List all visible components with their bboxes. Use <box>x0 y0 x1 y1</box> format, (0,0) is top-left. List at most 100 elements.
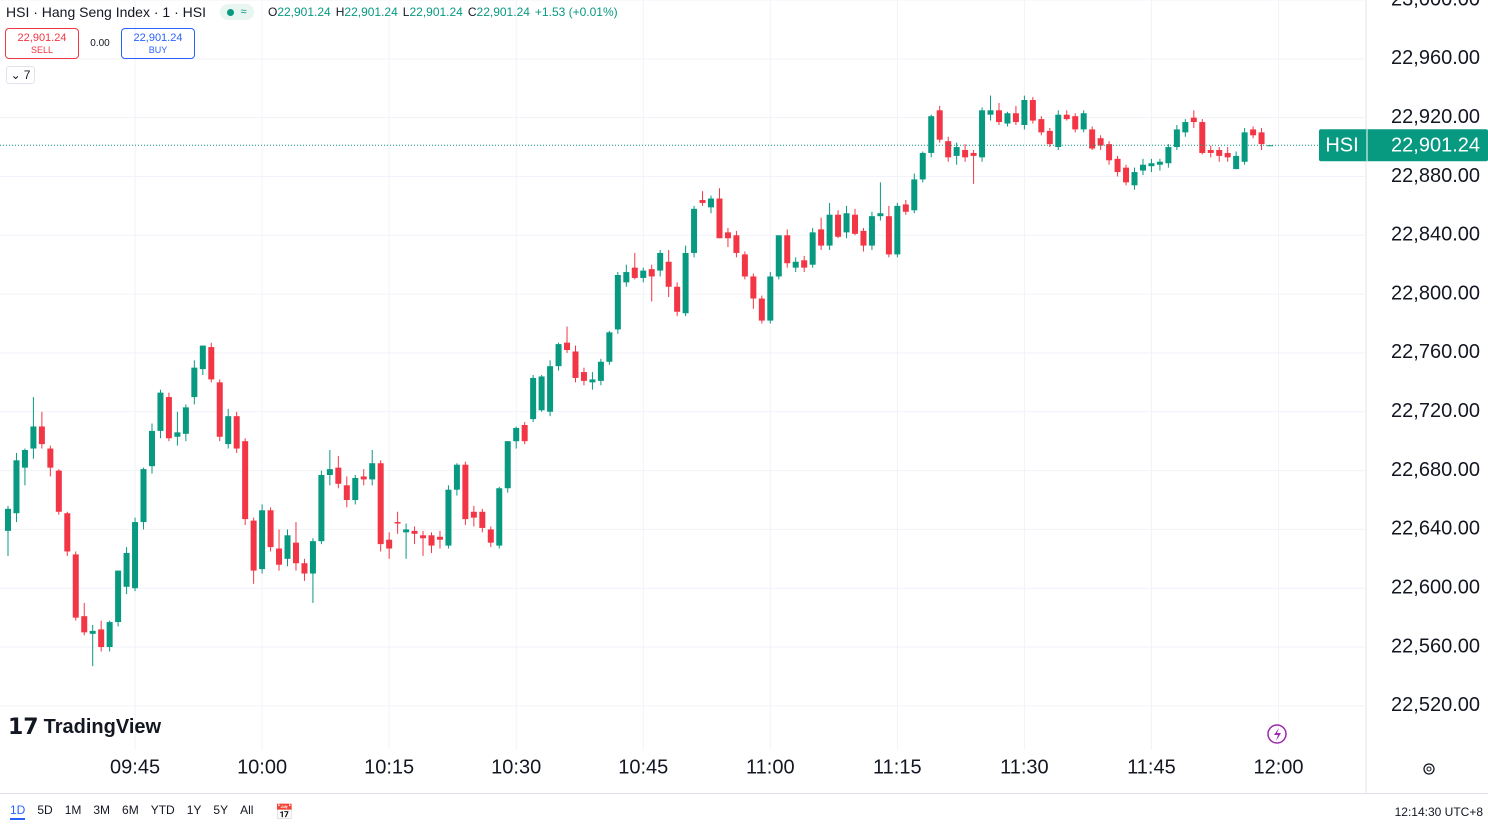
candle-body <box>403 529 410 533</box>
candle-body <box>1190 117 1197 123</box>
candle-body <box>555 344 562 367</box>
candle-body <box>902 204 909 212</box>
range-button[interactable]: 1D <box>10 803 26 820</box>
candle-body <box>564 342 571 350</box>
candle-body <box>1123 167 1130 183</box>
chevron: ⌄ <box>10 68 21 82</box>
candle-body <box>318 475 325 542</box>
candle-body <box>1055 114 1062 148</box>
candle-body <box>428 535 435 546</box>
candle-body <box>182 407 189 434</box>
ohlc-key: H <box>335 5 345 19</box>
candle-body <box>953 147 960 156</box>
candle-body <box>233 416 240 449</box>
candle-body <box>13 460 20 514</box>
ohlc-item: O22,901.24 <box>268 5 331 19</box>
candle-body <box>852 214 858 234</box>
price-badge <box>1319 129 1488 162</box>
calendar-icon[interactable]: 📅 <box>275 803 295 821</box>
candle-body <box>38 426 45 445</box>
y-tick-label: 22,920.00 <box>1391 106 1480 128</box>
candle-body <box>962 150 969 158</box>
candle-body <box>877 213 884 217</box>
ohlc-value: 22,901.24 <box>344 5 398 19</box>
ohlc-value: 22,901.24 <box>409 5 463 19</box>
candles <box>0 95 1366 667</box>
settings-icon[interactable] <box>1423 763 1435 775</box>
candle-body <box>157 392 164 431</box>
candle-body <box>360 476 367 480</box>
ohlc-value: 22,901.24 <box>277 5 331 19</box>
candle-body <box>530 377 537 420</box>
candle-body <box>1038 119 1045 133</box>
y-tick-label: 22,560.00 <box>1391 635 1480 657</box>
range-button[interactable]: 1Y <box>186 803 202 817</box>
candle-body <box>657 252 664 271</box>
candle-body <box>55 470 62 512</box>
range-button[interactable]: 1M <box>64 803 82 817</box>
candle-body <box>208 347 215 380</box>
buy-label: BUY <box>148 44 168 55</box>
candle-body <box>123 552 130 587</box>
candle-body <box>343 485 350 500</box>
candle-body <box>309 541 316 574</box>
symbol-title[interactable]: HSI · Hang Seng Index · 1 · HSI <box>6 4 206 20</box>
candle-body <box>352 477 359 500</box>
indicators-toggle[interactable]: ⌄ 7 <box>6 66 35 84</box>
candle-body <box>843 213 850 233</box>
candle-body <box>741 254 748 277</box>
ohlc-legend: O22,901.24 H22,901.24 L22,901.24 C22,901… <box>268 5 618 19</box>
buy-button[interactable]: 22,901.24 BUY <box>121 28 195 59</box>
candle-body <box>1224 152 1231 158</box>
candle-body <box>1004 113 1011 124</box>
candle-body <box>21 450 28 468</box>
candle-body <box>165 397 172 439</box>
candle-body <box>1072 116 1079 130</box>
candle-body <box>868 216 875 246</box>
y-tick-label: 22,840.00 <box>1391 224 1480 246</box>
clock: 12:14:30 UTC+8 <box>1394 805 1483 819</box>
y-tick-label: 22,640.00 <box>1391 518 1480 540</box>
candle-body <box>835 214 842 237</box>
x-tick-label: 11:00 <box>746 756 795 778</box>
candle-body <box>267 510 274 548</box>
candle-body <box>106 622 113 648</box>
candle-body <box>132 522 139 589</box>
candle-body <box>572 351 579 378</box>
candle-body <box>47 448 54 468</box>
candle-body <box>1250 129 1257 136</box>
range-button[interactable]: All <box>240 803 254 817</box>
candle-body <box>1165 147 1172 164</box>
sell-button[interactable]: 22,901.24 SELL <box>5 28 79 59</box>
range-button[interactable]: YTD <box>150 803 175 817</box>
candle-body <box>1139 164 1146 171</box>
market-status[interactable]: ≈ <box>219 4 254 20</box>
ohlc-key: L <box>402 5 410 19</box>
price-badge-value: 22,901.24 <box>1391 135 1480 157</box>
range-button[interactable]: 3M <box>93 803 111 817</box>
logo[interactable]: 𝟭𝟳 TradingView <box>8 714 161 740</box>
candle-body <box>1258 132 1265 145</box>
range-button[interactable]: 6M <box>122 803 139 817</box>
candle-body <box>216 382 223 437</box>
range-button[interactable]: 5D <box>37 803 53 817</box>
candle-body <box>631 267 638 278</box>
trade-buttons: 22,901.24 SELL 0.00 22,901.24 BUY <box>5 28 195 59</box>
alert-icon[interactable] <box>1267 724 1287 744</box>
candle-body <box>674 286 681 312</box>
x-tick-label: 10:45 <box>618 756 668 778</box>
ohlc-key: C <box>467 5 477 19</box>
candle-body <box>623 272 630 283</box>
candle-body <box>1156 161 1163 165</box>
candle-body <box>708 198 715 208</box>
x-tick-label: 12:00 <box>1253 756 1303 778</box>
candle-body <box>1080 113 1087 130</box>
candle-body <box>682 252 689 314</box>
candle-body <box>411 530 418 534</box>
candle-body <box>775 235 782 277</box>
candle-body <box>716 198 723 239</box>
candle-body <box>936 110 943 140</box>
candle-body <box>1267 145 1274 147</box>
range-button[interactable]: 5Y <box>213 803 229 817</box>
